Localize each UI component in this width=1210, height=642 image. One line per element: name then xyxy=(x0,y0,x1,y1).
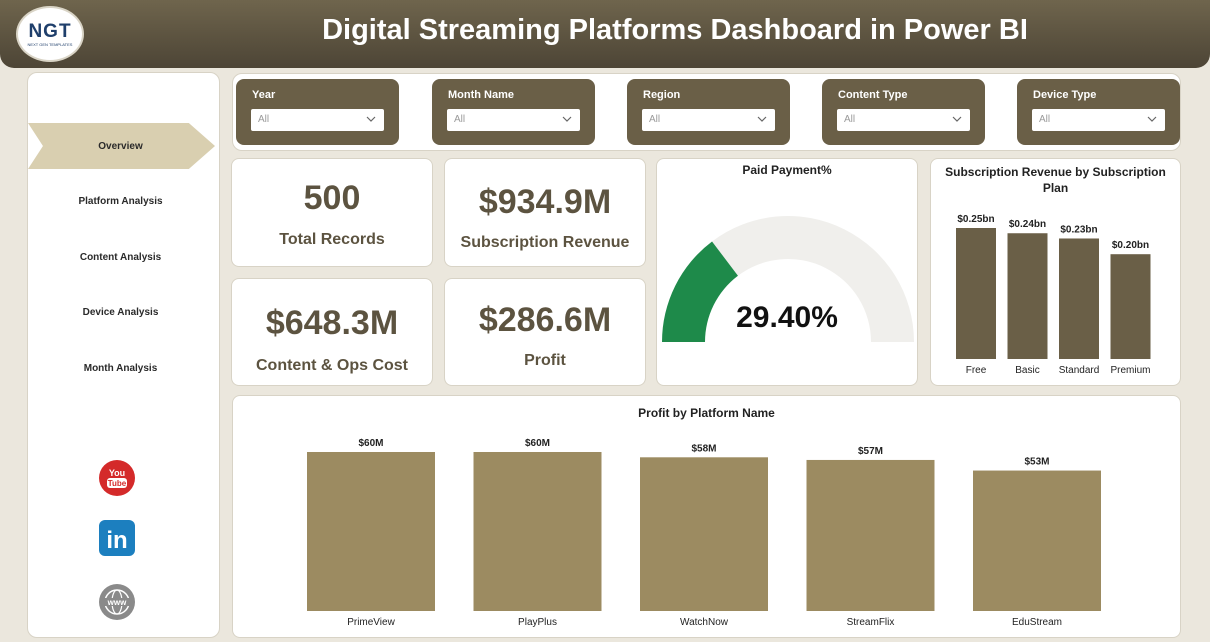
gauge-track xyxy=(712,216,914,342)
category-label: StreamFlix xyxy=(847,617,895,628)
gauge-title: Paid Payment% xyxy=(742,163,832,177)
slicer-content-type-dropdown[interactable]: All xyxy=(837,109,970,131)
slicer-device-type-dropdown[interactable]: All xyxy=(1032,109,1165,131)
slicer-region-dropdown[interactable]: All xyxy=(642,109,775,131)
nav-item-content-analysis[interactable]: Content Analysis xyxy=(79,252,162,263)
youtube-icon[interactable]: You Tube xyxy=(98,459,136,497)
chevron-down-icon xyxy=(562,116,572,122)
bar-primeview[interactable] xyxy=(307,452,435,611)
data-label: $0.20bn xyxy=(1112,240,1149,251)
category-label: Basic xyxy=(1015,365,1039,376)
slicer-region-value: All xyxy=(649,114,661,125)
plan-revenue-chart-title: Subscription Revenue by Subscription Pla… xyxy=(945,165,1166,195)
linkedin-icon[interactable]: in xyxy=(98,519,136,557)
slicer-region-title: Region xyxy=(643,89,681,101)
slicer-year-value: All xyxy=(258,114,270,125)
category-label: WatchNow xyxy=(680,617,729,628)
plan-revenue-chart-card: Subscription Revenue by Subscription Pla… xyxy=(930,158,1181,386)
kpi-content-ops-cost-value: $648.3M xyxy=(265,304,399,342)
kpi-profit-value: $286.6M xyxy=(478,301,612,339)
slicer-year-dropdown[interactable]: All xyxy=(251,109,384,131)
plan-revenue-chart: $0.25bn Free $0.24bn Basic $0.23bn Standard $0… xyxy=(956,214,1151,376)
kpi-total-records-value: 500 xyxy=(303,179,361,217)
globe-icon-text: www xyxy=(107,598,127,607)
gauge-card: Paid Payment% 29.40% xyxy=(656,158,918,386)
kpi-profit-label: Profit xyxy=(524,352,566,369)
kpi-total-records-label: Total Records xyxy=(279,231,385,248)
category-label: Standard xyxy=(1059,365,1100,376)
platform-profit-chart-card: Profit by Platform Name $60M PrimeView $60… xyxy=(232,395,1181,638)
youtube-icon-text-bottom: Tube xyxy=(108,479,127,488)
logo: NGT NEXT GEN TEMPLATES xyxy=(16,6,84,62)
nav-item-month-analysis[interactable]: Month Analysis xyxy=(83,363,158,374)
category-label: EduStream xyxy=(1012,617,1062,628)
bar-edustream[interactable] xyxy=(973,470,1101,611)
data-label: $60M xyxy=(358,438,383,449)
nav-item-platform-analysis[interactable]: Platform Analysis xyxy=(78,196,163,207)
gauge-fill xyxy=(662,241,738,342)
slicer-device-type-value: All xyxy=(1039,114,1051,125)
data-label: $60M xyxy=(525,438,550,449)
bar-watchnow[interactable] xyxy=(640,457,768,611)
gauge-value-label: 29.40% xyxy=(736,301,838,334)
platform-profit-chart: $60M PrimeView $60M PlayPlus $58M WatchNow $57… xyxy=(307,438,1101,628)
chevron-down-icon xyxy=(1147,116,1157,122)
nav-item-overview[interactable]: Overview xyxy=(98,141,143,152)
data-label: $58M xyxy=(691,443,716,454)
chevron-down-icon xyxy=(366,116,376,122)
nav-item-device-analysis[interactable]: Device Analysis xyxy=(82,307,159,318)
slicer-content-type: Content Type All xyxy=(822,79,985,145)
kpi-subscription-revenue-label: Subscription Revenue xyxy=(460,234,630,251)
bar-free[interactable] xyxy=(956,228,996,359)
youtube-icon-text-top: You xyxy=(109,468,125,478)
category-label: PlayPlus xyxy=(518,617,557,628)
gauge-chart: 29.40% xyxy=(662,216,914,342)
kpi-card-subscription-revenue: $934.9M Subscription Revenue xyxy=(444,158,646,267)
slicer-month-value: All xyxy=(454,114,466,125)
bar-premium[interactable] xyxy=(1110,254,1151,359)
logo-subtext: NEXT GEN TEMPLATES xyxy=(27,41,73,47)
sidebar: Overview Platform Analysis Content Analy… xyxy=(27,72,220,638)
header-bar: NGT NEXT GEN TEMPLATES Digital Streaming… xyxy=(0,0,1210,68)
linkedin-icon-text: in xyxy=(106,527,127,554)
slicer-month: Month Name All xyxy=(432,79,595,145)
slicer-device-type: Device Type All xyxy=(1017,79,1180,145)
bar-basic[interactable] xyxy=(1007,233,1048,359)
slicer-year: Year All xyxy=(236,79,399,145)
data-label: $0.25bn xyxy=(957,214,994,225)
kpi-card-profit: $286.6M Profit xyxy=(444,278,646,386)
category-label: Free xyxy=(966,365,987,376)
bar-streamflix[interactable] xyxy=(806,459,935,611)
slicer-month-title: Month Name xyxy=(448,89,514,101)
globe-icon[interactable]: www xyxy=(98,583,136,621)
slicer-region: Region All xyxy=(627,79,790,145)
chevron-down-icon xyxy=(952,116,962,122)
platform-profit-chart-title: Profit by Platform Name xyxy=(638,406,775,420)
kpi-card-content-ops-cost: $648.3M Content & Ops Cost xyxy=(231,278,433,386)
category-label: PrimeView xyxy=(347,617,395,628)
slicer-content-type-title: Content Type xyxy=(838,89,908,101)
bar-standard[interactable] xyxy=(1059,238,1099,359)
kpi-subscription-revenue-value: $934.9M xyxy=(478,183,612,221)
slicer-device-type-title: Device Type xyxy=(1033,89,1097,101)
logo-text: NGT xyxy=(28,20,72,42)
nav-active-indicator xyxy=(28,123,215,169)
slicer-month-dropdown[interactable]: All xyxy=(447,109,580,131)
filter-bar: Year All Month Name All Region All Conte… xyxy=(232,73,1181,151)
data-label: $0.24bn xyxy=(1009,219,1046,230)
data-label: $57M xyxy=(858,446,883,457)
page-title: Digital Streaming Platforms Dashboard in… xyxy=(322,14,1028,46)
slicer-year-title: Year xyxy=(252,89,276,101)
data-label: $0.23bn xyxy=(1060,224,1097,235)
category-label: Premium xyxy=(1110,365,1150,376)
bar-playplus[interactable] xyxy=(473,452,602,611)
kpi-card-total-records: 500 Total Records xyxy=(231,158,433,267)
kpi-content-ops-cost-label: Content & Ops Cost xyxy=(256,357,408,374)
data-label: $53M xyxy=(1024,457,1049,468)
slicer-content-type-value: All xyxy=(844,114,856,125)
chevron-down-icon xyxy=(757,116,767,122)
